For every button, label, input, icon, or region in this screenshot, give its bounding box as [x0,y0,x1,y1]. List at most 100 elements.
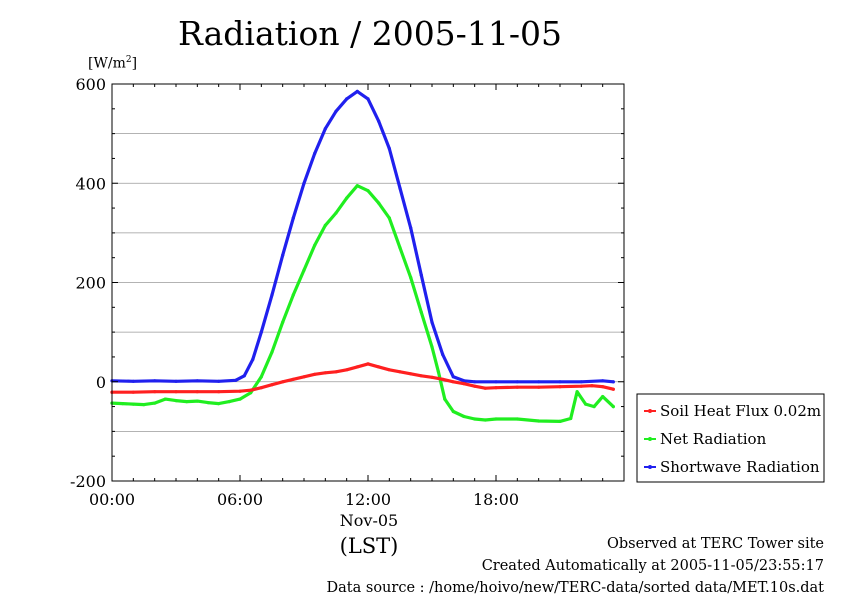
data-point [313,151,317,156]
data-point [558,385,562,389]
data-point [473,380,477,384]
legend-box [636,393,825,483]
legend: Soil Heat Flux 0.02m Net Radiation Shortwa… [636,393,825,483]
axis-ticks [111,83,625,482]
data-point [227,400,231,404]
data-point [377,365,381,369]
x-tick-label: 00:00 [89,490,135,509]
y-axis-unit: [W/m2] [88,55,138,72]
data-point [206,401,210,405]
legend-label: Net Radiation [660,430,767,448]
legend-label: Soil Heat Flux 0.02m [660,402,821,420]
data-point [174,399,178,403]
data-point [387,368,391,372]
data-point [270,383,274,387]
y-tick-label: 200 [75,274,106,293]
series-line [110,362,615,394]
data-point [251,357,255,361]
data-point [249,388,253,392]
data-point [142,403,146,407]
data-point [323,223,327,227]
data-point [291,293,295,297]
data-point [409,275,413,280]
data-point [302,268,306,272]
data-point [430,375,434,379]
data-point [163,397,167,401]
data-point [345,368,349,372]
data-point [270,293,274,297]
data-point [131,390,135,394]
legend-marker [648,465,652,469]
data-point [259,375,263,379]
data-point [398,370,402,374]
x-tick-label: 12:00 [345,490,391,509]
y-tick-label: 600 [75,75,106,94]
data-point [515,417,519,421]
data-point [462,382,466,386]
data-point [334,370,338,374]
data-point [611,387,615,391]
data-point [590,384,594,388]
data-point [451,409,455,414]
data-point [334,211,338,215]
data-point [611,380,615,384]
data-point [419,273,423,277]
data-point [419,374,423,378]
data-point [281,320,285,324]
data-point [270,350,274,354]
data-point [483,386,487,390]
x-tick-label: 18:00 [473,490,519,509]
series-layer [110,89,615,423]
data-point [575,390,579,394]
data-point [217,390,221,394]
y-tick-label: 0 [96,373,106,392]
data-point [281,380,285,384]
data-point [281,253,285,257]
data-point [569,416,573,421]
data-point [195,379,199,383]
data-point [153,379,157,383]
data-point [131,379,135,383]
data-point [537,385,541,389]
data-point [323,127,327,131]
legend-marker [648,437,652,441]
data-point [217,379,221,383]
y-tick-label: 400 [75,174,106,193]
data-point [494,380,498,384]
data-point [398,186,402,190]
data-point [377,119,381,123]
data-point [601,395,605,399]
data-point [611,405,615,409]
data-point [238,397,242,401]
data-point [409,372,413,376]
data-point [430,320,434,324]
data-point [345,196,349,200]
data-point [234,378,238,382]
data-point [366,362,370,366]
data-point [185,400,189,404]
data-point [249,391,253,395]
data-point [334,109,338,113]
data-point [291,377,295,381]
legend-marker [648,409,652,413]
data-point [217,402,221,406]
data-point [601,379,605,383]
data-point [451,375,455,379]
data-point [259,330,263,334]
data-point [584,402,588,406]
data-point [291,216,295,220]
data-point [259,386,263,390]
data-point [483,418,487,422]
data-point [537,419,541,423]
data-point [238,389,242,393]
data-point [377,201,381,205]
data-point [366,97,370,101]
data-point [592,405,596,409]
data-point [601,385,605,389]
data-point [195,390,199,394]
data-point [473,417,477,421]
data-point [174,390,178,394]
data-point [355,184,359,188]
data-point [355,365,359,369]
